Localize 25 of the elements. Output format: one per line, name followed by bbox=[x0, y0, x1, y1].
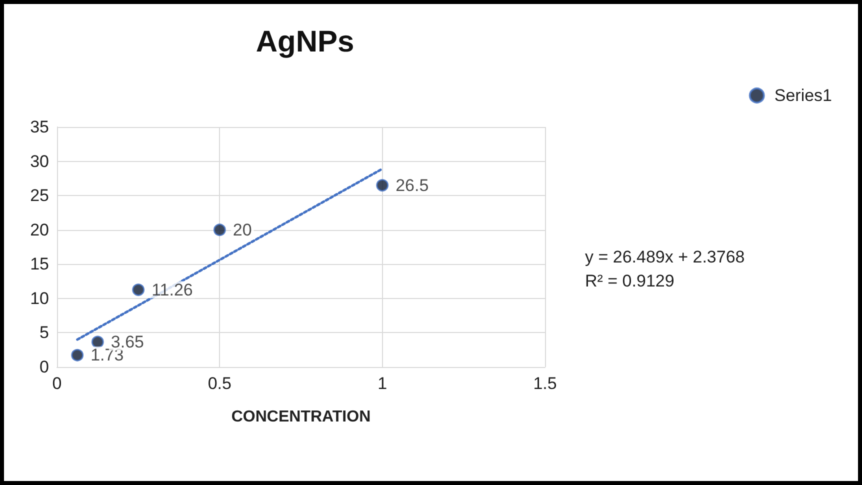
point bbox=[91, 336, 104, 348]
text: y = 26.489x + 2.3768 R² = 0.9129 bbox=[585, 248, 745, 290]
y-tick-label: 35 bbox=[30, 118, 49, 136]
data-label: 26.5 bbox=[396, 176, 429, 195]
x-tick-label: 1.5 bbox=[533, 374, 557, 393]
point bbox=[71, 348, 84, 362]
x-axis-title: CONCENTRATION bbox=[231, 408, 371, 426]
y-tick-label: 5 bbox=[40, 323, 49, 342]
y-tick-label: 15 bbox=[30, 254, 49, 274]
data-label: 3.65 bbox=[110, 332, 144, 352]
y-tick-label: 30 bbox=[30, 152, 49, 171]
y-tick-label: 10 bbox=[30, 288, 49, 308]
y-tick-label: 20 bbox=[30, 220, 49, 240]
data-label: 11.26 bbox=[152, 280, 193, 300]
y-tick-label: 25 bbox=[30, 186, 49, 206]
data-label: 20 bbox=[232, 220, 252, 240]
point bbox=[213, 224, 226, 236]
point bbox=[376, 179, 389, 192]
legend-label: Series1 bbox=[774, 86, 832, 105]
x-tick-label: 0.5 bbox=[208, 374, 232, 393]
point bbox=[132, 284, 145, 296]
x-tick-label: 0 bbox=[52, 374, 62, 393]
x-tick-label: 1 bbox=[378, 374, 388, 393]
chart-title: AgNPs bbox=[256, 26, 354, 58]
y-tick-label: 0 bbox=[40, 358, 49, 376]
